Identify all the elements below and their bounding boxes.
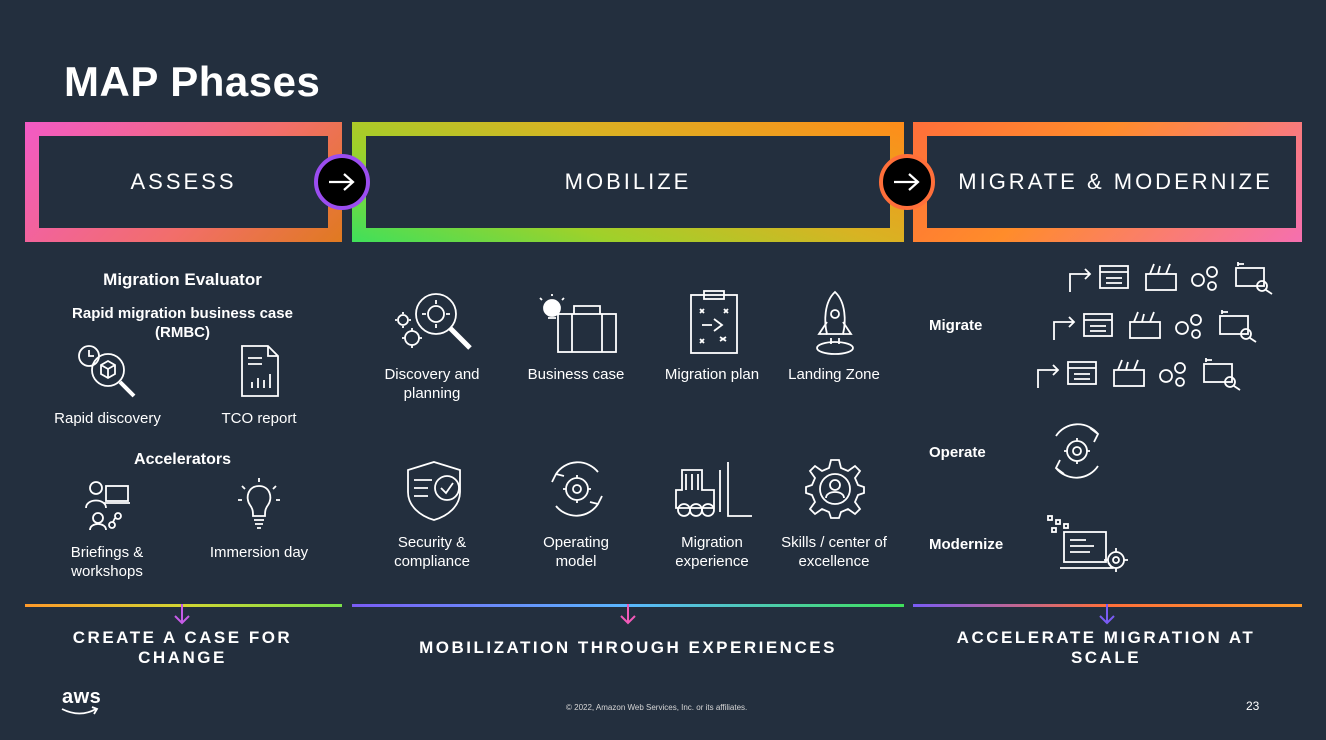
rapid-discovery-label: Rapid discovery	[54, 410, 161, 427]
business-case-label: Business case	[527, 366, 625, 383]
arrow-right-icon	[314, 154, 370, 210]
phase-mobilize-label: MOBILIZE	[564, 169, 692, 194]
discovery-planning-icon	[395, 293, 472, 350]
aws-smile-icon	[61, 706, 99, 715]
migration-plan-icon	[690, 290, 738, 354]
skills-coe-label: Skills / center of excellence	[781, 534, 887, 570]
arrow-down-icon	[174, 604, 190, 625]
mobilize-outcome: MOBILIZATION THROUGH EXPERIENCES	[419, 638, 837, 657]
arrow-down-icon	[620, 604, 636, 625]
operate-cycle-icon	[1054, 423, 1100, 479]
page-number: 23	[1246, 699, 1260, 713]
phase-assess-label: ASSESS	[130, 169, 237, 194]
phase-assess: ASSESS	[25, 122, 342, 242]
arrow-down-icon	[1099, 604, 1115, 625]
briefings-label: Briefings & workshops	[70, 544, 144, 580]
immersion-day-label: Immersion day	[209, 544, 309, 561]
modernize-laptop-icon	[1047, 515, 1128, 572]
tco-report-icon	[241, 345, 279, 397]
arrow-right-icon	[879, 154, 935, 210]
aws-logo: aws	[62, 686, 102, 708]
migration-plan-label: Migration plan	[664, 366, 760, 383]
rapid-discovery-icon	[78, 345, 136, 398]
migrate-wave-icon	[1053, 310, 1257, 343]
copyright: © 2022, Amazon Web Services, Inc. or its…	[566, 703, 748, 712]
security-compliance-label: Security & compliance	[394, 534, 470, 570]
operate-label: Operate	[929, 444, 986, 461]
migration-evaluator-heading: Migration Evaluator	[103, 270, 262, 289]
tco-report-label: TCO report	[221, 410, 297, 427]
operating-model-icon	[551, 461, 603, 517]
discovery-planning-label: Discovery and planning	[384, 366, 480, 402]
phase-migrate: MIGRATE & MODERNIZE	[913, 122, 1302, 242]
forklift-icon	[675, 462, 752, 517]
security-shield-icon	[407, 461, 461, 521]
landing-zone-label: Landing Zone	[788, 366, 880, 383]
migrate-wave-icon	[1037, 358, 1241, 391]
modernize-label: Modernize	[929, 536, 1004, 553]
assess-underline	[25, 604, 342, 607]
gear-person-icon	[805, 459, 865, 519]
migrate-wave-icon	[1069, 262, 1273, 295]
assess-outcome: CREATE A CASE FOR CHANGE	[72, 628, 293, 667]
phase-mobilize: MOBILIZE	[352, 122, 904, 242]
briefcase-lightbulb-icon	[539, 294, 617, 353]
migration-experience-label: Migration experience	[675, 534, 749, 570]
migrate-label: Migrate	[929, 317, 983, 334]
rocket-icon	[816, 290, 854, 355]
operating-model-label: Operating model	[543, 534, 609, 570]
accelerators-heading: Accelerators	[134, 451, 231, 468]
rmbc-heading: Rapid migration business case (RMBC)	[72, 305, 293, 341]
migrate-outcome: ACCELERATE MIGRATION AT SCALE	[956, 628, 1256, 667]
briefings-icon	[85, 481, 130, 530]
lightbulb-icon	[238, 478, 280, 529]
phase-migrate-label: MIGRATE & MODERNIZE	[958, 169, 1273, 194]
page-title: MAP Phases	[64, 58, 321, 105]
